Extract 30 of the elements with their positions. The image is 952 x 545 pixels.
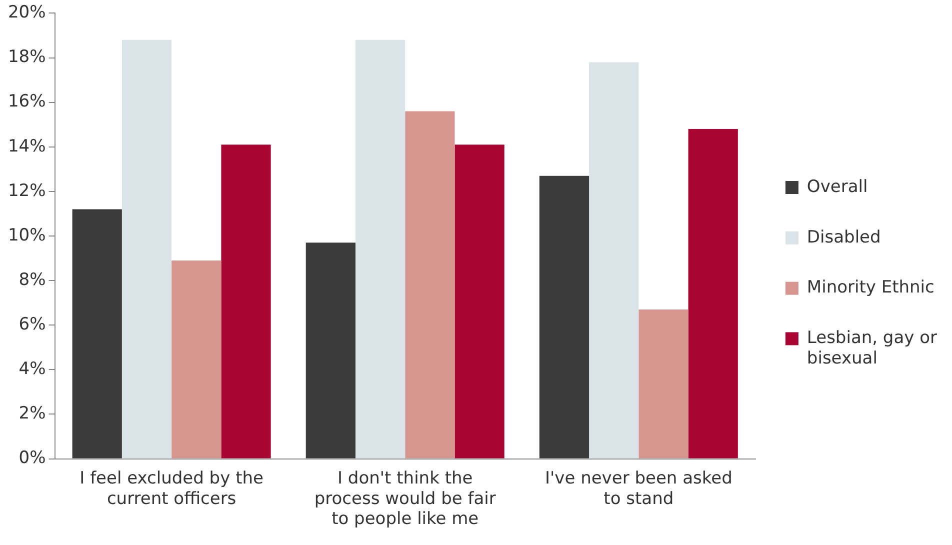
bar (72, 209, 122, 458)
bar (172, 260, 222, 458)
bar (638, 310, 688, 458)
legend-label: Minority Ethnic (806, 278, 934, 298)
bar (539, 176, 590, 458)
y-tick-label: 10% (8, 225, 46, 246)
y-tick-label: 4% (18, 359, 46, 380)
y-tick-label: 18% (8, 47, 46, 68)
y-tick-label: 2% (18, 404, 46, 424)
y-tick-label: 8% (18, 270, 46, 290)
x-tick-label: I don't think the process would be fair to people like me (314, 468, 496, 530)
bar (122, 40, 172, 458)
legend-label: Disabled (806, 227, 881, 248)
bar (688, 129, 738, 458)
y-tick-label: 6% (18, 314, 46, 335)
bar (454, 144, 504, 458)
y-tick-label: 16% (8, 92, 46, 112)
y-tick-label: 12% (8, 180, 46, 201)
y-tick-label: 20% (8, 2, 46, 23)
bar (589, 62, 639, 458)
y-tick-label: 0% (18, 448, 46, 468)
x-tick-label: I feel excluded by the current officers (80, 468, 264, 509)
bar (405, 111, 455, 458)
bar (306, 242, 356, 458)
bar (355, 40, 406, 458)
legend-label: Overall (806, 176, 868, 197)
legend-label: Lesbian, gay or bisexual (806, 328, 938, 369)
y-tick-label: 14% (8, 136, 46, 156)
x-tick-label: I've never been asked to stand (544, 468, 732, 509)
bar (221, 144, 271, 458)
